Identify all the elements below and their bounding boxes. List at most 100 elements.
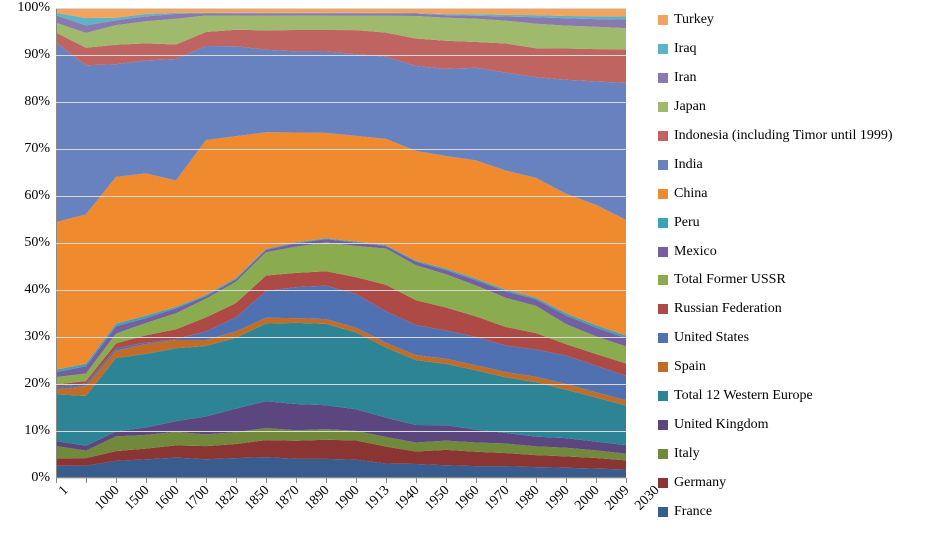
y-tick-label: 90% (24, 47, 56, 63)
gridline (56, 290, 626, 291)
x-tick-label: 1600 (152, 483, 183, 514)
legend-swatch (658, 420, 668, 430)
legend-label: United States (668, 330, 749, 346)
y-tick-label: 40% (24, 282, 56, 298)
x-tick-mark (266, 478, 267, 483)
legend-item: Peru (658, 208, 893, 237)
x-tick-label: 1940 (392, 483, 423, 514)
y-tick-label: 20% (24, 376, 56, 392)
x-tick-label: 1950 (422, 483, 453, 514)
x-tick-mark (446, 478, 447, 483)
x-tick-mark (326, 478, 327, 483)
legend-item: Total 12 Western Europe (658, 382, 893, 411)
legend-item: Mexico (658, 237, 893, 266)
legend-item: Spain (658, 353, 893, 382)
legend-swatch (658, 44, 668, 54)
x-tick-mark (506, 478, 507, 483)
x-tick-mark (56, 478, 57, 483)
legend-label: India (668, 157, 703, 173)
legend-swatch (658, 449, 668, 459)
y-tick-label: 70% (24, 141, 56, 157)
x-tick-mark (146, 478, 147, 483)
legend-swatch (658, 189, 668, 199)
legend-label: Peru (668, 215, 700, 231)
gridline (56, 196, 626, 197)
x-tick-mark (386, 478, 387, 483)
x-tick-mark (566, 478, 567, 483)
y-tick-label: 100% (17, 0, 56, 16)
x-tick-label: 1820 (212, 483, 243, 514)
y-tick-label: 60% (24, 188, 56, 204)
gridline (56, 478, 626, 479)
legend-swatch (658, 102, 668, 112)
y-tick-label: 80% (24, 94, 56, 110)
gridline (56, 55, 626, 56)
gridline (56, 8, 626, 9)
legend-swatch (658, 275, 668, 285)
x-tick-label: 1000 (92, 483, 123, 514)
legend-swatch (658, 478, 668, 488)
x-tick-label: 1980 (512, 483, 543, 514)
x-tick-mark (116, 478, 117, 483)
stacked-area-chart: 0%10%20%30%40%50%60%70%80%90%100%1100015… (0, 0, 944, 536)
x-tick-label: 1913 (362, 483, 393, 514)
x-tick-label: 1960 (452, 483, 483, 514)
legend-label: France (668, 504, 712, 520)
legend-swatch (658, 73, 668, 83)
gridline (56, 337, 626, 338)
x-tick-mark (236, 478, 237, 483)
legend-label: United Kingdom (668, 417, 769, 433)
y-tick-label: 0% (31, 470, 56, 486)
legend-label: Spain (668, 359, 706, 375)
x-tick-label: 1970 (482, 483, 513, 514)
x-tick-label: 1870 (272, 483, 303, 514)
gridline (56, 149, 626, 150)
legend-label: Iraq (668, 41, 697, 57)
legend-item: India (658, 150, 893, 179)
x-tick-label: 2000 (572, 483, 603, 514)
x-tick-label: 1890 (302, 483, 333, 514)
x-tick-label: 1 (56, 483, 72, 499)
gridline (56, 102, 626, 103)
legend-swatch (658, 160, 668, 170)
legend-item: Total Former USSR (658, 266, 893, 295)
legend-label: Total 12 Western Europe (668, 388, 813, 404)
legend-item: Turkey (658, 6, 893, 35)
legend-item: France (658, 497, 893, 526)
legend-swatch (658, 247, 668, 257)
x-tick-label: 1990 (542, 483, 573, 514)
legend-item: Germany (658, 468, 893, 497)
legend-item: Italy (658, 439, 893, 468)
x-tick-mark (416, 478, 417, 483)
gridline (56, 384, 626, 385)
x-tick-mark (626, 478, 627, 483)
legend-label: Iran (668, 70, 697, 86)
legend-item: United States (658, 324, 893, 353)
legend-label: Turkey (668, 12, 714, 28)
x-tick-mark (176, 478, 177, 483)
legend: Turkey Iraq Iran Japan Indonesia (including … (658, 6, 893, 526)
x-tick-mark (536, 478, 537, 483)
legend-item: Indonesia (including Timor until 1999) (658, 122, 893, 151)
legend-item: United Kingdom (658, 410, 893, 439)
legend-item: Iraq (658, 35, 893, 64)
legend-label: Japan (668, 99, 706, 115)
legend-item: Iran (658, 64, 893, 93)
legend-label: Russian Federation (668, 301, 782, 317)
x-tick-mark (356, 478, 357, 483)
x-tick-mark (206, 478, 207, 483)
y-tick-label: 30% (24, 329, 56, 345)
legend-swatch (658, 391, 668, 401)
legend-swatch (658, 304, 668, 314)
legend-swatch (658, 218, 668, 228)
legend-swatch (658, 507, 668, 517)
plot-area: 0%10%20%30%40%50%60%70%80%90%100%1100015… (56, 8, 626, 478)
legend-label: Italy (668, 446, 700, 462)
x-tick-mark (476, 478, 477, 483)
legend-swatch (658, 15, 668, 25)
x-tick-label: 1500 (122, 483, 153, 514)
x-tick-label: 1850 (242, 483, 273, 514)
x-tick-label: 1700 (182, 483, 213, 514)
legend-item: Russian Federation (658, 295, 893, 324)
legend-item: Japan (658, 93, 893, 122)
